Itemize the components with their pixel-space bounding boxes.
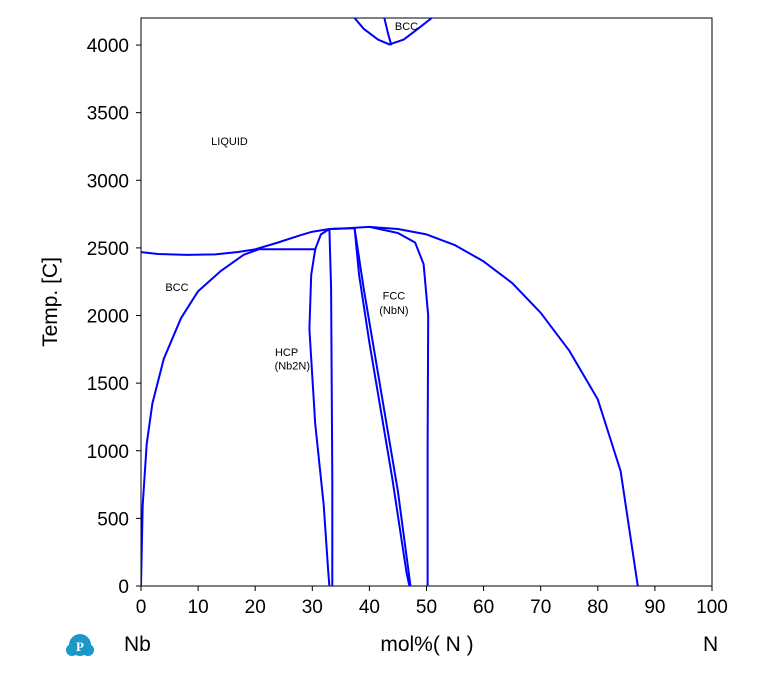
y-tick-label: 3500: [87, 104, 129, 125]
phase-boundary-11: [353, 18, 391, 46]
phase-label: (NbN): [379, 305, 408, 317]
y-tick-label: 3000: [87, 171, 129, 192]
x-axis-right-component: N: [703, 633, 718, 656]
phase-label: FCC: [383, 290, 406, 302]
x-axis-ticks: 0 10 20 30 40 50 60 70 80 90 100: [136, 586, 728, 618]
y-axis-ticks: 0 500 1000 1500 2000 2500 3000 3500 4000: [87, 36, 141, 598]
x-tick-label: 80: [587, 597, 608, 618]
x-tick-label: 90: [644, 597, 665, 618]
phase-boundary-2: [141, 247, 262, 586]
phase-boundary-10: [368, 225, 430, 586]
phase-label: HCP: [275, 347, 298, 359]
phase-label: LIQUID: [211, 136, 248, 148]
phase-boundary-0: [141, 228, 331, 256]
phase-label: BCC: [165, 282, 188, 294]
phase-boundaries: [141, 18, 639, 586]
x-tick-label: 50: [416, 597, 437, 618]
y-tick-label: 2500: [87, 239, 129, 260]
y-tick-label: 0: [118, 577, 129, 598]
y-tick-label: 4000: [87, 36, 129, 57]
phase-boundary-12: [383, 18, 393, 46]
x-tick-label: 0: [136, 597, 147, 618]
x-tick-label: 60: [473, 597, 494, 618]
phase-label: BCC: [395, 21, 418, 33]
x-tick-label: 10: [188, 597, 209, 618]
x-tick-label: 70: [530, 597, 551, 618]
logo-letter: P: [76, 639, 84, 654]
x-tick-label: 20: [245, 597, 266, 618]
phase-boundary-8: [353, 227, 412, 586]
x-axis-left-component: Nb: [124, 633, 151, 656]
phase-boundary-7: [328, 227, 356, 230]
y-tick-label: 2000: [87, 307, 129, 328]
logo-icon: P: [66, 634, 94, 656]
phase-boundary-6: [328, 228, 334, 586]
y-tick-label: 500: [97, 509, 129, 530]
phase-boundary-4: [308, 248, 331, 586]
y-tick-label: 1500: [87, 374, 129, 395]
phase-boundary-1: [328, 225, 639, 586]
phase-labels: LIQUID BCC BCC FCC (NbN) HCP (Nb2N): [165, 21, 418, 372]
x-axis-title: mol%( N ): [380, 633, 473, 656]
phase-label: (Nb2N): [275, 361, 310, 373]
y-axis-title: Temp. [C]: [39, 257, 62, 347]
phase-boundary-13: [388, 18, 434, 46]
phase-boundary-9: [353, 227, 411, 586]
phase-boundary-5: [314, 228, 331, 251]
x-tick-label: 40: [359, 597, 380, 618]
x-tick-label: 100: [696, 597, 728, 618]
y-tick-label: 1000: [87, 442, 129, 463]
x-tick-label: 30: [302, 597, 323, 618]
